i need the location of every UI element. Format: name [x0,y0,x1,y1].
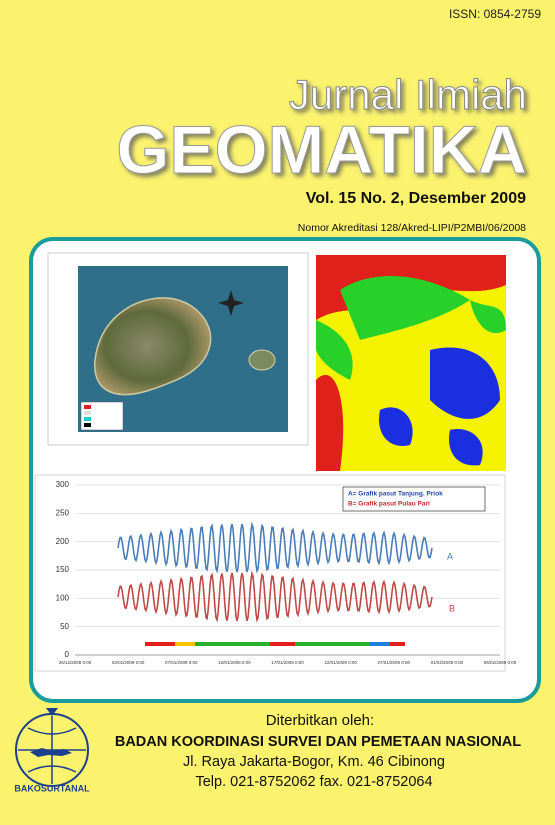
volume: Vol. 15 No. 2, Desember 2009 [306,190,526,207]
x-tick-label: 26/12/2008 0:00 [59,660,92,665]
map-image [47,252,309,446]
x-tick-label: 02/01/2009 0:00 [112,660,145,665]
x-tick-label: 27/01/2009 0:00 [377,660,410,665]
journal-line2: GEOMATIKA [117,112,528,188]
x-tick-label: 17/01/2009 0:00 [271,660,304,665]
series-label-b: B [449,603,455,613]
y-tick-label: 0 [65,650,70,659]
y-tick-label: 100 [56,593,70,602]
x-tick-label: 06/02/2009 0:00 [484,660,517,665]
publisher-intro: Diterbitkan oleh: [266,712,374,729]
publisher-name: BADAN KOORDINASI SURVEI DAN PEMETAAN NAS… [115,734,521,750]
journal-line1: Jurnal Ilmiah [289,71,527,118]
y-tick-label: 200 [56,537,70,546]
y-tick-label: 50 [60,622,69,631]
series-label-a: A [447,551,453,561]
y-tick-label: 150 [56,565,70,574]
legend-b: B= Grafik pasut Pulau Pari [348,501,430,508]
logo-text: BAKOSURTANAL [14,783,90,793]
accreditation: Nomor Akreditasi 128/Akred-LIPI/P2MBI/06… [298,222,526,234]
legend-a: A= Grafik pasut Tanjung. Priok [348,491,443,498]
x-tick-label: 12/01/2009 0:00 [218,660,251,665]
wave-illustration [117,521,433,574]
wave-illustration [117,570,433,623]
logo [15,708,89,787]
publisher-address: Jl. Raya Jakarta-Bogor, Km. 46 Cibinong [183,754,445,770]
publisher-phone: Telp. 021-8752062 fax. 021-8752064 [195,774,432,790]
classification-image [316,255,506,471]
x-tick-label: 01/02/2009 0:00 [431,660,464,665]
x-tick-label: 22/01/2009 0:00 [324,660,357,665]
chart-legend-box [342,486,486,512]
x-tick-label: 07/01/2009 0:00 [165,660,198,665]
y-tick-label: 250 [56,508,70,517]
issn: ISSN: 0854-2759 [449,7,541,21]
y-tick-label: 300 [56,480,70,489]
